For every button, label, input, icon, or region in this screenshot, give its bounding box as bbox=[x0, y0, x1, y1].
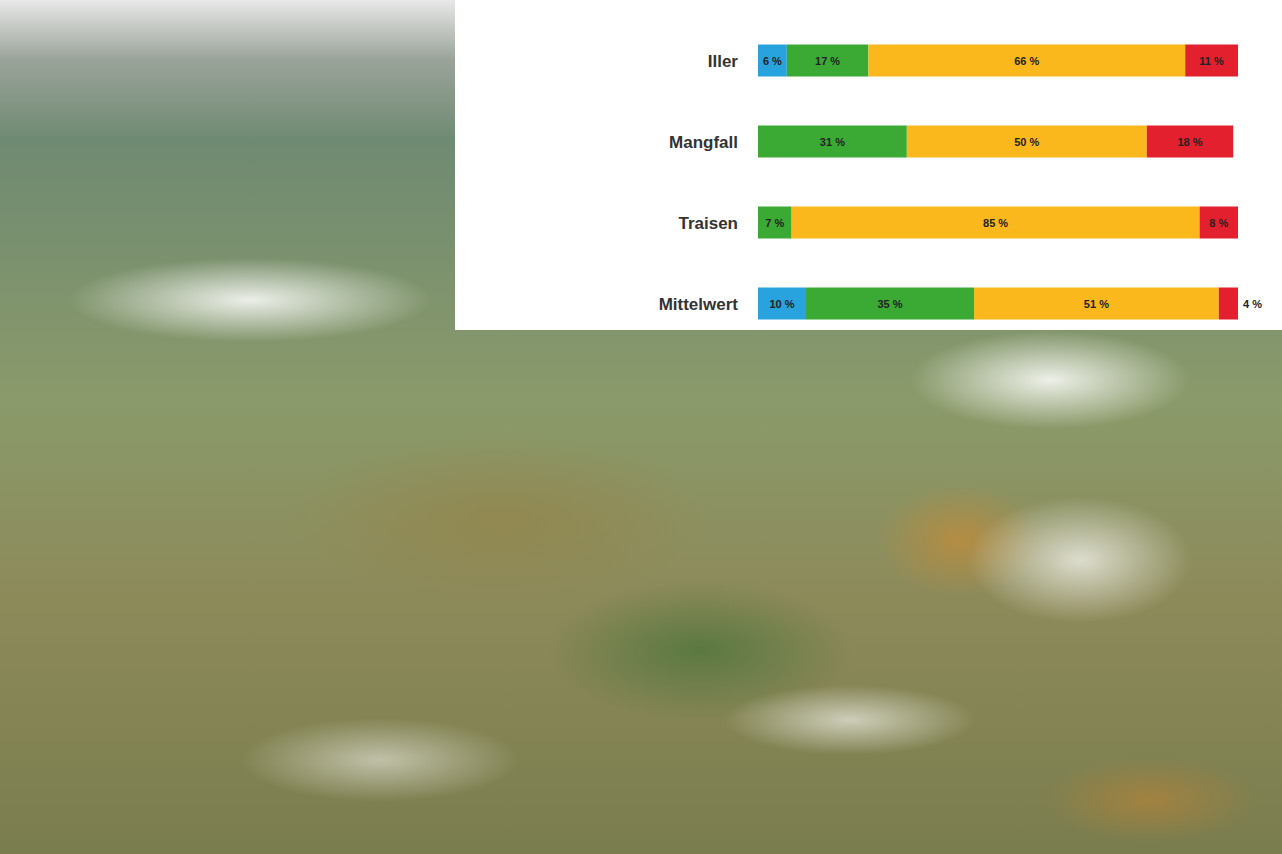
bar-segment bbox=[758, 126, 907, 158]
bar-segment bbox=[792, 207, 1200, 239]
data-label: 18 % bbox=[1177, 136, 1202, 148]
bar-segment bbox=[806, 288, 974, 320]
data-label: 50 % bbox=[1014, 136, 1039, 148]
data-label: 31 % bbox=[820, 136, 845, 148]
category-label: Traisen bbox=[678, 214, 738, 233]
data-label: 6 % bbox=[763, 55, 782, 67]
bar-segment bbox=[787, 45, 869, 77]
category-label: Mangfall bbox=[669, 133, 738, 152]
category-label: Mittelwert bbox=[659, 295, 739, 314]
data-label: 8 % bbox=[1209, 217, 1228, 229]
bar-segment bbox=[907, 126, 1147, 158]
bar-segment bbox=[1200, 207, 1238, 239]
data-label: 66 % bbox=[1014, 55, 1039, 67]
data-label: 10 % bbox=[769, 298, 794, 310]
data-label: 11 % bbox=[1199, 55, 1224, 67]
data-label: 51 % bbox=[1084, 298, 1109, 310]
data-label: 4 % bbox=[1243, 298, 1262, 310]
bar-segment bbox=[758, 207, 792, 239]
bar-segment bbox=[868, 45, 1185, 77]
bar-segment bbox=[1185, 45, 1238, 77]
bar-segment bbox=[974, 288, 1219, 320]
chart: Iller 6 % 17 % 66 % 11 % Mangfall 31 % 50 % 18 %… bbox=[0, 0, 1282, 854]
data-label: 7 % bbox=[765, 217, 784, 229]
bar-segment bbox=[1147, 126, 1233, 158]
bars bbox=[758, 45, 1238, 320]
bar-segment bbox=[1219, 288, 1238, 320]
data-label: 17 % bbox=[815, 55, 840, 67]
chart-panel bbox=[455, 0, 1282, 330]
bar-segment bbox=[758, 45, 787, 77]
labels: Iller 6 % 17 % 66 % 11 % Mangfall 31 % 50 % 18 %… bbox=[659, 52, 1263, 314]
data-label: 35 % bbox=[877, 298, 902, 310]
category-label: Iller bbox=[708, 52, 739, 71]
bar-segment bbox=[758, 288, 806, 320]
data-label: 85 % bbox=[983, 217, 1008, 229]
